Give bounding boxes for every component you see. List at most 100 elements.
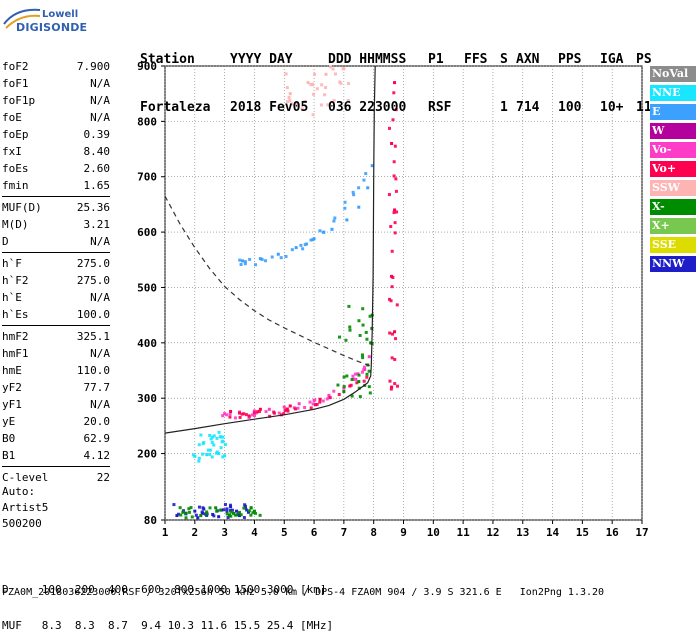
legend-item-nnw: NNW (650, 256, 696, 272)
data-point (214, 506, 218, 510)
data-point (241, 259, 245, 263)
data-point (205, 511, 209, 515)
param-row: foF1 N/A (2, 75, 110, 92)
data-point (332, 99, 336, 103)
legend-item-e: E (650, 104, 696, 120)
data-point (392, 174, 396, 178)
data-point (347, 82, 351, 86)
data-point (252, 509, 256, 513)
data-point (362, 368, 366, 372)
param-row: foF1p N/A (2, 92, 110, 109)
param-value: 8.40 (83, 145, 111, 158)
param-separator (2, 466, 110, 467)
data-point (238, 514, 242, 518)
param-value: 325.1 (76, 330, 110, 343)
data-point (311, 402, 315, 406)
file-footer: FZA0M_2018036223000.RSF / 320fx256h 50 k… (2, 587, 605, 598)
data-point (288, 404, 292, 408)
y-tick-label: 800 (137, 115, 157, 128)
data-point (395, 384, 399, 388)
data-point (197, 456, 201, 460)
header-value-7: 100 (558, 100, 582, 115)
data-point (392, 91, 396, 95)
data-point (284, 255, 288, 259)
param-row: foEp 0.39 (2, 126, 110, 143)
data-point (288, 99, 292, 103)
artist-version: Artist5 (2, 501, 49, 514)
data-point (311, 113, 315, 117)
data-point (254, 263, 258, 267)
data-point (212, 514, 216, 518)
data-point (184, 516, 188, 520)
data-point (242, 516, 246, 520)
data-point (282, 412, 286, 416)
param-value: 1.65 (83, 179, 111, 192)
data-point (390, 249, 394, 253)
header-values-row: Fortaleza 2018 Fev05 036 223000 RSF 1 714 100 1… (140, 100, 652, 116)
param-value: 22 (96, 471, 110, 484)
header-value-2: 036 223000 (328, 100, 407, 115)
param-name: hmE (2, 364, 22, 377)
data-point (193, 454, 197, 458)
legend-item-w: W (650, 123, 696, 139)
param-name: h`F2 (2, 274, 29, 287)
data-point (290, 102, 294, 106)
electron-density-profile (164, 65, 376, 434)
legend-item-sse: SSE (650, 237, 696, 253)
muf-row: MUF 8.3 8.3 8.7 9.4 10.3 11.6 15.5 25.4 … (2, 619, 334, 632)
data-point (343, 200, 347, 204)
data-point (223, 503, 227, 507)
param-value: 3.21 (83, 218, 111, 231)
header-label-9: PS (636, 52, 652, 67)
data-point (222, 508, 226, 512)
header-label-6: AXN (516, 52, 540, 67)
data-point (318, 229, 322, 233)
data-point (394, 108, 398, 112)
data-point (217, 515, 221, 519)
data-point (187, 510, 191, 514)
data-point (264, 410, 268, 414)
data-point (179, 513, 183, 517)
x-tick-label: 9 (400, 526, 407, 539)
data-point (251, 511, 255, 515)
param-row: hmE 110.0 (2, 362, 110, 379)
data-point (362, 365, 366, 369)
data-point (300, 107, 304, 111)
header-labels-row: Station YYYY DAY DDD HHMMSS P1 FFS S AXN PPS IGA… (140, 52, 652, 68)
param-name: B0 (2, 432, 16, 445)
data-point (228, 415, 232, 419)
logo-text-lowell: Lowell (42, 9, 79, 20)
data-point (232, 511, 236, 515)
data-point (357, 380, 361, 384)
data-point (303, 406, 307, 410)
param-row: yF1 N/A (2, 396, 110, 413)
data-point (315, 87, 319, 91)
data-point (394, 337, 398, 341)
data-point (351, 374, 355, 378)
data-point (238, 510, 242, 514)
data-point (329, 65, 333, 69)
data-point (322, 230, 326, 234)
station-header: Station YYYY DAY DDD HHMMSS P1 FFS S AXN PPS IGA… (140, 20, 652, 132)
data-point (221, 414, 225, 418)
data-point (393, 81, 397, 85)
scaled-parameters-panel: foF2 7.900 foF1 N/A foF1p N/A foE N/A foEp 0.39 fx… (2, 58, 110, 486)
data-point (367, 369, 371, 373)
param-name: foF1p (2, 94, 36, 107)
data-point (208, 448, 212, 452)
param-row: C-level 22 (2, 469, 110, 486)
data-point (364, 330, 368, 334)
data-point (367, 385, 371, 389)
data-point (365, 375, 369, 379)
data-point (318, 400, 322, 404)
data-point (239, 263, 243, 267)
param-name: B1 (2, 449, 16, 462)
data-point (201, 506, 205, 510)
data-point (220, 440, 224, 444)
legend-item-vo: Vo+ (650, 161, 696, 177)
data-point (225, 509, 229, 513)
data-point (228, 513, 232, 517)
x-tick-label: 14 (546, 526, 560, 539)
data-point (184, 511, 188, 515)
data-point (225, 512, 229, 516)
